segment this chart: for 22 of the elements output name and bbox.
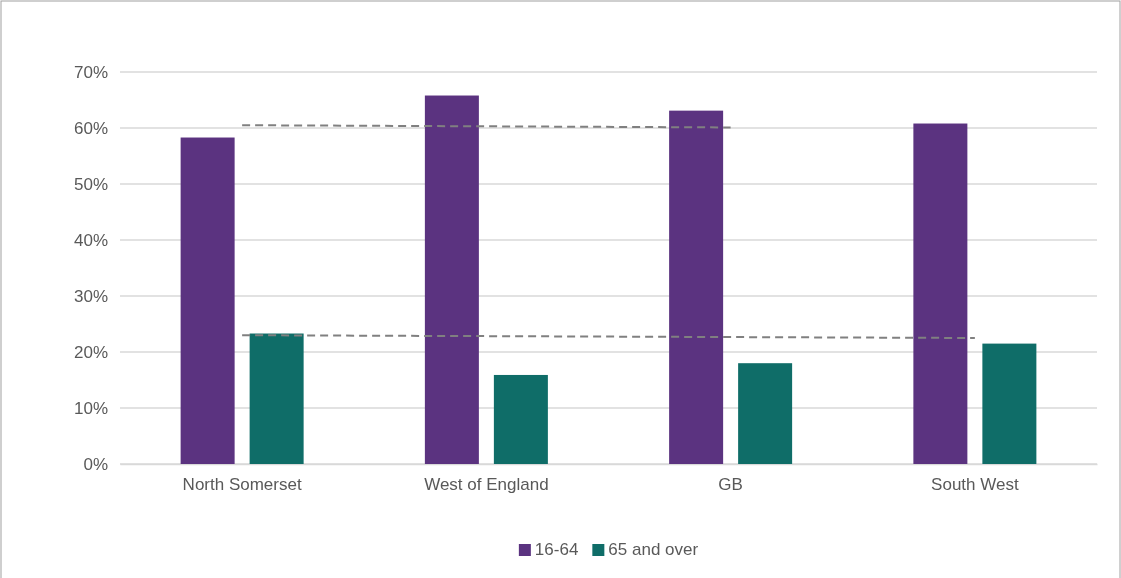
bar [913,123,968,464]
bar [249,333,304,464]
y-tick-label: 40% [73,230,108,250]
bar [982,343,1037,464]
bar [424,95,479,464]
bar [493,374,548,464]
legend-label: 65 and over [608,540,699,559]
bar [738,363,793,464]
bar [669,110,724,464]
x-tick-label: GB [718,475,743,495]
y-tick-label: 20% [73,342,108,362]
x-tick-label: West of England [424,475,549,495]
x-tick-label: South West [931,475,1019,495]
x-tick-label: North Somerset [182,475,302,495]
y-tick-label: 60% [73,118,108,138]
y-tick-label: 70% [73,62,108,82]
y-tick-label: 0% [83,454,108,474]
legend-label: 16-64 [534,540,579,559]
bar [180,137,235,464]
y-tick-label: 10% [73,398,108,418]
y-tick-label: 50% [73,174,108,194]
y-tick-label: 30% [73,286,108,306]
